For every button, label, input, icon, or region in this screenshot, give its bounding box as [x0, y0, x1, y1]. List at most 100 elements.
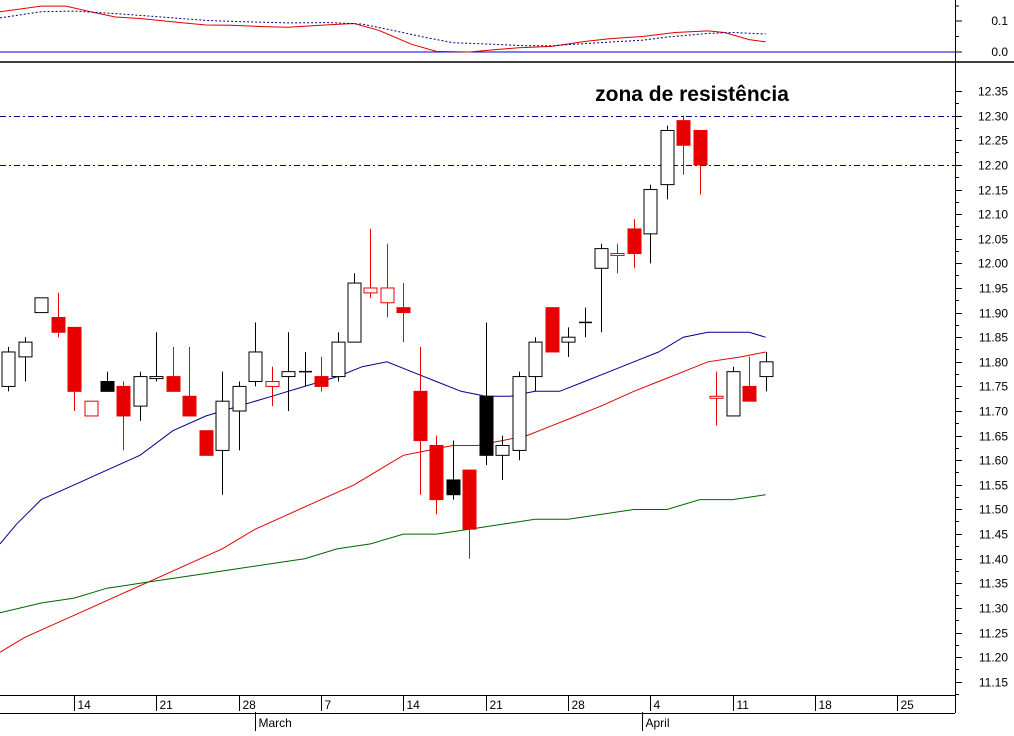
- oscillator-y-tick-label: 0.1: [991, 14, 1008, 28]
- candle-body: [265, 381, 280, 387]
- price-y-tick-label: 11.75: [979, 380, 1008, 394]
- candlestick: [742, 356, 757, 402]
- price-y-tick-label: 12.15: [978, 184, 1008, 198]
- date-axis: 14 21 28 7 14 21 28 4 11 18 25 March April: [0, 695, 955, 731]
- candlestick: [396, 283, 411, 343]
- candle-body: [495, 444, 510, 456]
- candle-body: [709, 395, 724, 399]
- candlestick: [726, 366, 741, 417]
- x-day-tick-label: 18: [819, 698, 833, 712]
- candle-body: [248, 351, 263, 382]
- candlestick: [18, 337, 33, 382]
- candle-body: [1, 351, 16, 387]
- x-day-tick-label: 14: [78, 698, 92, 712]
- candle-body: [215, 400, 230, 451]
- candle-body: [512, 376, 527, 451]
- price-y-tick-label: 11.50: [979, 503, 1008, 517]
- price-y-tick-label: 12.25: [978, 134, 1008, 148]
- candle-body: [561, 336, 576, 343]
- price-y-tick-label: 12.05: [978, 233, 1008, 247]
- x-day-tick-label: 14: [407, 698, 421, 712]
- candlestick: [561, 327, 576, 357]
- candlestick: [314, 356, 329, 392]
- candle-body: [34, 297, 49, 314]
- price-y-tick-label: 11.40: [979, 553, 1008, 567]
- candlestick: [215, 371, 230, 495]
- candle-body: [18, 341, 33, 358]
- candlestick: [759, 351, 774, 392]
- price-y-tick-label: 11.15: [979, 676, 1008, 690]
- x-day-tick-label: 4: [654, 698, 661, 712]
- x-month-label: April: [646, 716, 670, 730]
- candlestick: [429, 435, 444, 515]
- oscillator-y-tick-label: 0.0: [991, 45, 1008, 59]
- price-y-tick-label: 12.20: [978, 159, 1008, 173]
- candlestick: [232, 381, 247, 451]
- candle-body: [726, 371, 741, 417]
- price-y-tick-label: 12.00: [978, 257, 1008, 271]
- candlestick: [100, 371, 115, 392]
- candlestick: [627, 219, 642, 269]
- price-y-tick-label: 11.20: [979, 651, 1008, 665]
- candle-body: [396, 307, 411, 314]
- ma-slow-line: [0, 494, 766, 614]
- resistance-lines: [0, 116, 955, 166]
- candle-body: [413, 390, 428, 442]
- candle-body: [545, 307, 560, 353]
- candlestick: [51, 292, 66, 338]
- price-y-tick-label: 11.65: [979, 430, 1008, 444]
- candlestick: [116, 381, 131, 451]
- price-y-tick-label: 11.95: [979, 282, 1008, 296]
- candlestick: [413, 347, 428, 495]
- price-y-tick-label: 12.10: [978, 208, 1008, 222]
- candlestick: [363, 228, 378, 298]
- price-y-tick-label: 11.35: [979, 577, 1008, 591]
- x-day-tick-label: 28: [243, 698, 257, 712]
- candlestick: [495, 435, 510, 480]
- candle-body: [594, 248, 609, 269]
- candlestick: [149, 332, 164, 382]
- x-day-tick-label: 11: [737, 698, 750, 712]
- candle-body: [643, 189, 658, 235]
- candle-body: [67, 326, 82, 392]
- candlestick: [462, 469, 477, 559]
- candlestick: [331, 332, 346, 382]
- oscillator-lines: [0, 5, 955, 53]
- price-y-tick-label: 11.85: [979, 331, 1008, 345]
- candlestick: [265, 366, 280, 407]
- price-y-tick-label: 11.60: [979, 454, 1008, 468]
- candlestick: [299, 351, 312, 387]
- candlestick: [528, 337, 543, 392]
- candle-body: [627, 228, 642, 255]
- candle-body: [742, 385, 757, 402]
- candle-body: [133, 376, 148, 407]
- x-day-tick-label: 21: [160, 698, 174, 712]
- x-day-tick-label: 21: [490, 698, 504, 712]
- candle-body: [693, 129, 708, 166]
- resistance-zone-annotation: zona de resistência: [595, 83, 789, 106]
- candle-body: [363, 287, 378, 294]
- candlestick: [347, 273, 362, 343]
- candle-body: [446, 479, 461, 496]
- candlestick: [610, 243, 625, 274]
- candle-body: [314, 376, 329, 387]
- ma-mid-line: [0, 351, 766, 653]
- candlesticks: [1, 115, 774, 559]
- x-day-tick-label: 28: [572, 698, 586, 712]
- price-y-tick-label: 12.35: [978, 85, 1008, 99]
- candlestick: [709, 371, 724, 426]
- candlestick: [693, 129, 708, 195]
- candle-body: [149, 376, 164, 380]
- x-month-label: March: [259, 716, 292, 730]
- candlestick: [84, 400, 99, 417]
- candle-body: [528, 341, 543, 378]
- candlestick: [660, 125, 675, 200]
- candlestick: [545, 307, 560, 353]
- candle-body: [479, 395, 494, 456]
- candle-body: [116, 385, 131, 417]
- candlestick: [643, 184, 658, 264]
